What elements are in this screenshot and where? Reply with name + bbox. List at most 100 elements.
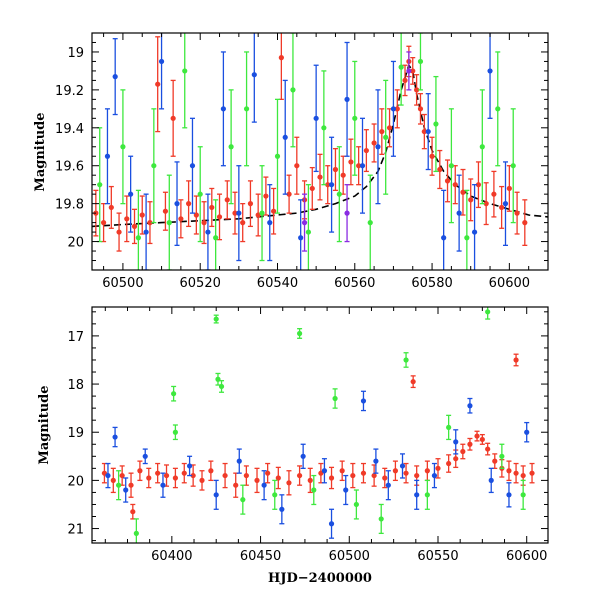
top-y-tick-label: 19.6 [55,160,84,175]
data-point [425,128,431,135]
data-point [410,379,416,385]
data-point [197,191,203,197]
data-point [328,182,335,188]
data-point [363,147,369,154]
bottom-series-blue [105,390,530,539]
data-point [403,470,409,476]
data-point [336,191,342,197]
data-point [172,475,178,481]
data-point [228,144,234,150]
data-point [417,58,424,65]
data-point [328,521,335,527]
data-point [155,81,161,87]
top-axis-ticks: 60500 60520 60540 60560 60580 60600 19 19.2 19.4… [55,33,549,291]
top-plot-area [92,33,548,270]
data-point [286,191,292,197]
data-point [437,166,443,173]
bottom-y-tick-label: 18 [67,378,84,393]
data-point [344,210,350,216]
data-point [151,163,157,169]
data-point [479,144,485,150]
data-point [128,482,134,488]
data-point [506,492,512,498]
bottom-y-axis-title: Magnitude [37,385,52,464]
data-point [464,235,470,241]
data-point [135,235,141,241]
top-x-tick-label: 60600 [489,276,530,291]
data-point [209,204,215,211]
data-point [513,470,519,476]
data-point [309,185,315,192]
data-point [360,470,367,476]
top-y-tick-label: 19 [67,46,84,61]
data-point [453,456,459,462]
data-point [492,458,498,464]
data-point [344,96,350,102]
data-point [382,475,388,481]
data-point [433,121,439,127]
data-point [112,74,118,80]
data-point [414,492,420,498]
data-point [274,153,281,159]
data-point [296,330,303,337]
bottom-x-tick-label: 60450 [240,549,281,564]
top-y-axis-title: Magnitude [33,112,48,191]
data-point [471,229,478,235]
data-point [178,216,184,222]
data-point [321,125,327,131]
data-point [441,235,447,241]
data-point [325,182,331,188]
data-point [367,220,373,226]
top-y-tick-label: 19.2 [55,84,84,99]
data-point [137,468,143,474]
data-point [123,487,129,493]
data-point [271,208,277,214]
data-point [243,106,250,112]
top-y-tick-label: 19.4 [55,122,84,137]
bottom-x-tick-label: 60400 [151,549,192,564]
data-point [483,201,489,207]
data-point [446,460,452,467]
bottom-plot-frame [91,306,549,544]
data-point [353,501,359,508]
data-point [286,480,292,486]
data-point [174,201,180,207]
data-point [116,229,122,235]
data-point [201,220,207,226]
data-point [424,492,430,498]
bottom-y-tick-label: 21 [67,523,84,538]
data-point [97,182,103,188]
data-point [181,470,187,476]
data-point [495,106,501,112]
data-point [236,210,242,216]
data-point [360,398,367,404]
data-point [403,357,409,363]
data-point [339,468,345,474]
bottom-x-tick-label: 60500 [329,549,370,564]
bottom-y-tick-label: 17 [67,330,84,345]
data-point [453,439,459,445]
data-point [172,429,178,435]
data-point [105,472,111,479]
data-point [350,472,356,479]
bottom-series-green [116,307,526,543]
top-model-curve [92,63,548,228]
data-point [456,210,462,216]
bottom-y-tick-label: 19 [67,426,84,441]
data-point [232,210,238,216]
data-point [510,163,516,169]
data-point [417,106,424,112]
top-series-red [93,33,528,252]
data-point [452,182,458,188]
data-point [431,472,438,479]
data-point [514,210,520,216]
data-point [298,235,304,241]
data-point [502,201,509,207]
data-point [522,220,528,226]
data-point [506,185,512,192]
data-point [414,472,420,479]
data-point [143,229,149,235]
data-point [468,197,474,203]
data-point [499,204,505,211]
